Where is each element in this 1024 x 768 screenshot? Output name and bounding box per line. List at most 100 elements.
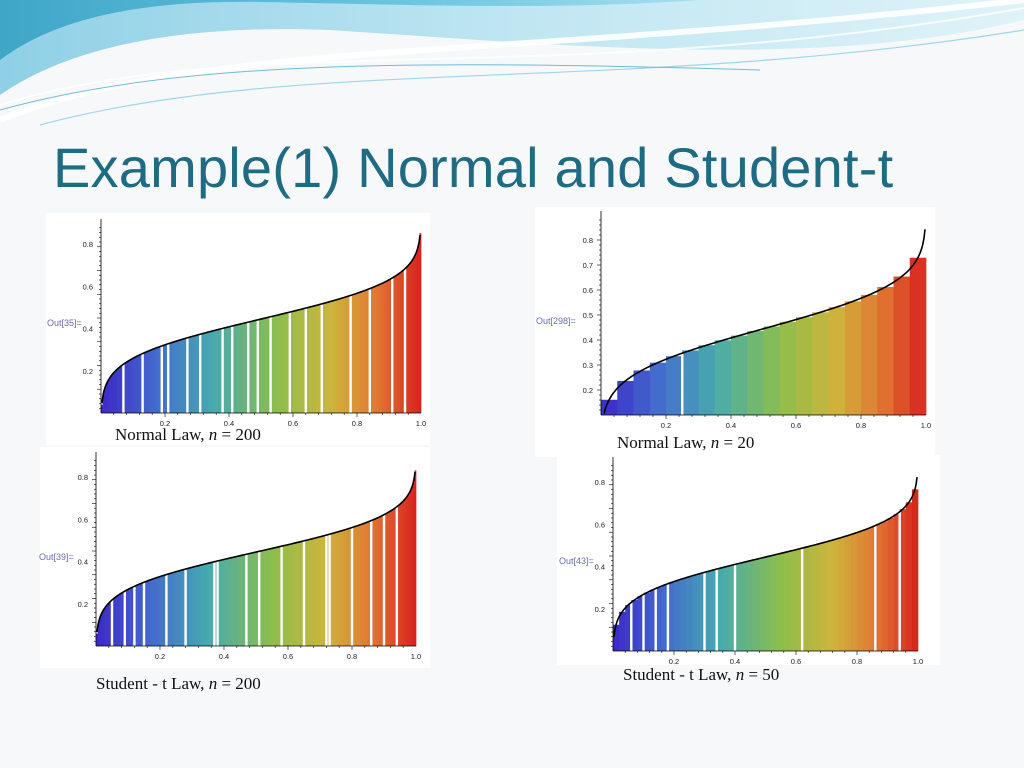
bar	[254, 552, 257, 646]
bar-gap	[165, 574, 168, 646]
bar	[625, 604, 632, 651]
y-tick-label: 0.6	[83, 282, 93, 291]
bar	[403, 500, 406, 646]
bar	[341, 298, 343, 413]
bar	[299, 541, 302, 646]
bar	[230, 557, 233, 646]
bar	[633, 370, 651, 415]
bar	[337, 299, 340, 413]
bar	[747, 331, 764, 415]
bar	[374, 286, 377, 413]
bar	[176, 571, 178, 646]
bar	[152, 579, 154, 646]
bar	[179, 339, 182, 413]
bar	[345, 296, 348, 413]
bar	[686, 576, 693, 651]
bar	[326, 302, 329, 413]
bar	[692, 574, 699, 651]
bar-gap	[681, 353, 684, 415]
bar	[224, 559, 226, 646]
bar-gaps	[681, 353, 684, 415]
bar	[321, 536, 324, 646]
bar	[179, 570, 182, 646]
bar	[153, 348, 156, 413]
bar	[289, 544, 292, 646]
bar	[147, 351, 150, 413]
bar	[406, 266, 409, 413]
bar	[388, 511, 391, 646]
y-tick-label: 0.4	[83, 325, 93, 334]
bar	[643, 592, 650, 651]
bar	[613, 624, 620, 651]
bar	[905, 502, 913, 651]
bar-gap	[654, 588, 657, 651]
bar	[293, 311, 295, 413]
bar	[411, 260, 414, 413]
bar	[177, 571, 180, 646]
bar	[393, 276, 396, 413]
bar	[147, 580, 150, 646]
bar	[389, 279, 391, 413]
bar	[139, 583, 142, 646]
bar	[393, 508, 396, 646]
bar	[208, 331, 211, 413]
bar	[204, 563, 207, 646]
bar	[299, 309, 302, 413]
bar	[398, 504, 401, 646]
bar	[710, 569, 718, 651]
bar	[136, 585, 138, 646]
bar-gap	[898, 511, 901, 651]
bar	[342, 530, 345, 646]
bar	[238, 324, 241, 413]
bar	[262, 550, 265, 646]
y-tick-label: 0.2	[595, 605, 605, 614]
bar-gap	[110, 599, 114, 646]
bar	[249, 321, 252, 413]
bar	[331, 300, 334, 413]
bar	[385, 281, 388, 413]
bar	[323, 535, 326, 646]
bar	[355, 526, 358, 646]
bar	[374, 518, 377, 646]
bar	[128, 360, 131, 413]
axes: 0.2 0.4 0.6 0.8 1.0 0.2 0.3 0.4 0.5 0.6 0.7 0.8	[583, 211, 931, 430]
header-banner	[0, 0, 1024, 126]
bar	[832, 539, 840, 651]
bar-gap	[320, 303, 323, 413]
bar	[909, 257, 927, 415]
bar	[240, 323, 243, 413]
bar	[661, 584, 669, 651]
bar-gap	[280, 546, 283, 646]
bar	[382, 282, 385, 413]
bar	[99, 617, 102, 646]
chart-panel-student-50: 0.2 0.4 0.6 0.8 1.0 0.2 0.4 0.6 0.8	[557, 455, 940, 666]
bar	[789, 550, 797, 651]
bar	[172, 572, 175, 646]
x-tick-label: 0.4	[730, 657, 740, 666]
bar	[109, 377, 111, 413]
bar	[171, 342, 174, 413]
bar	[763, 326, 781, 415]
bar	[861, 294, 878, 415]
bar	[104, 387, 107, 413]
bar	[270, 548, 273, 646]
bar	[249, 553, 252, 646]
caption-eq: =	[221, 674, 232, 693]
bar	[228, 558, 231, 646]
bar	[235, 325, 238, 413]
bars	[601, 257, 927, 415]
bar	[844, 301, 862, 415]
bar	[357, 293, 359, 413]
bar	[136, 356, 139, 413]
bar	[372, 519, 375, 646]
bar	[156, 577, 159, 646]
x-tick-label: 0.2	[661, 421, 671, 430]
x-tick-label: 0.8	[852, 657, 862, 666]
bar	[731, 335, 748, 415]
bar	[345, 529, 348, 646]
bar	[144, 352, 147, 413]
quantile-curve	[613, 477, 918, 638]
bar	[201, 564, 204, 646]
bar	[241, 323, 244, 413]
bar	[380, 515, 383, 646]
